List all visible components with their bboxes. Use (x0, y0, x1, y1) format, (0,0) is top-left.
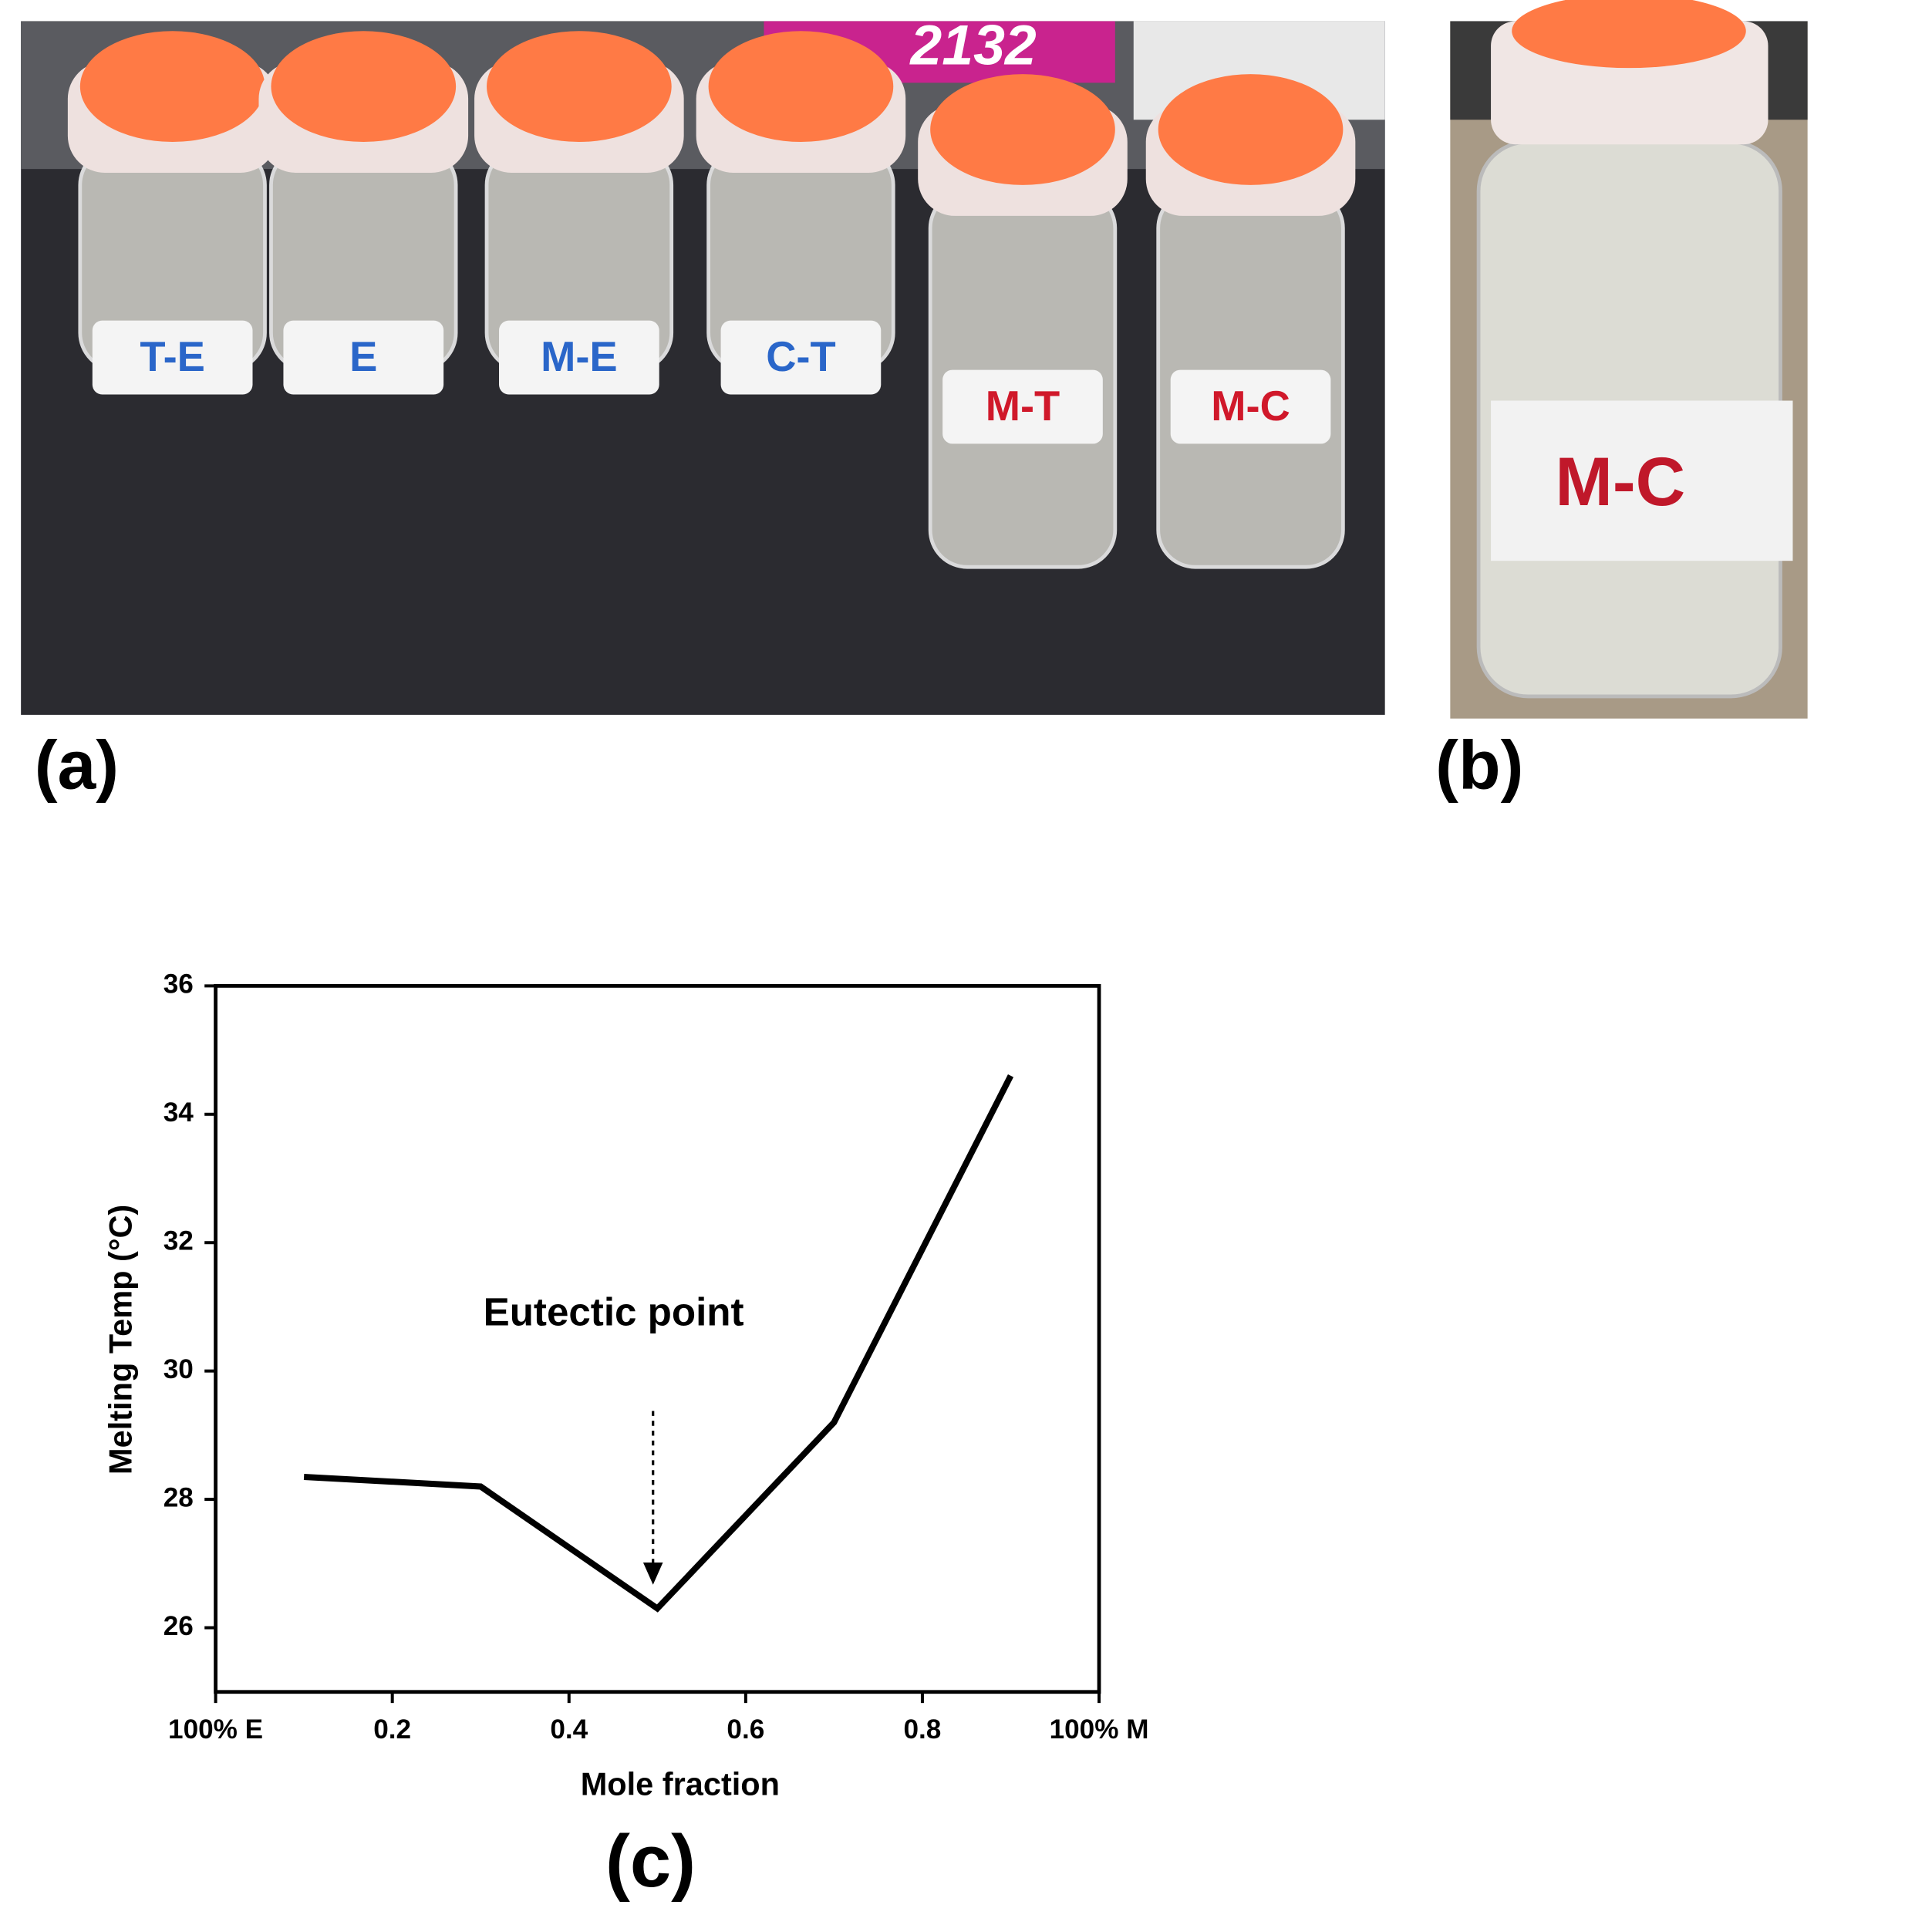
y-tick-label: 28 (164, 1482, 194, 1512)
cap-top (708, 31, 894, 143)
cap-top (930, 74, 1115, 185)
x-tick-label: 0.8 (904, 1714, 942, 1745)
vial-label (720, 320, 882, 395)
y-axis-label: Melting Temp (°C) (103, 1205, 139, 1475)
vial-label (283, 320, 444, 395)
arrow-head (642, 1563, 663, 1585)
cap-top (487, 31, 672, 143)
vial-label (1170, 369, 1331, 444)
vial-label (92, 320, 253, 395)
vial-label-text: M-E (541, 333, 618, 380)
y-tick-label: 26 (164, 1611, 194, 1641)
x-tick-label: 100% M (1050, 1714, 1149, 1745)
vial-label-text: E (349, 333, 377, 380)
panel-label: (b) (1435, 726, 1523, 803)
data-line (303, 1074, 1014, 1613)
annotation: Eutectic point (484, 1290, 744, 1333)
x-axis-label: Mole fraction (581, 1766, 780, 1802)
x-tick-label: 0.4 (550, 1714, 588, 1745)
y-tick-label: 34 (164, 1097, 194, 1128)
chart: Eutectic point Mole fraction Melting Tem… (103, 969, 1149, 1903)
cap-top (1512, 0, 1746, 69)
vial-label-text: M-T (986, 383, 1060, 430)
vial-label-text: M-C (1211, 383, 1290, 430)
vial-label-text: C-T (766, 333, 835, 380)
x-tick-label: 100% E (168, 1714, 263, 1745)
vial-label-text: M-C (1555, 443, 1685, 520)
vial-label (499, 320, 659, 395)
cap-top (1158, 74, 1344, 185)
vial-label (942, 369, 1103, 444)
y-tick-label: 32 (164, 1226, 194, 1256)
panel-label: (c) (605, 1820, 696, 1903)
y-tick-label: 36 (164, 969, 194, 1000)
vial-label-text: T-E (140, 333, 204, 380)
x-tick-label: 0.2 (373, 1714, 411, 1745)
vials: T-E E M-E C-T M-T M-C (67, 31, 1356, 569)
panel-label: (a) (35, 726, 119, 803)
plot-frame (214, 983, 1101, 1694)
x-tick-label: 0.6 (727, 1714, 764, 1745)
cap-top (271, 31, 457, 143)
sign-text: 2132 (909, 13, 1037, 77)
cap-top (79, 31, 265, 143)
vial-label (1491, 400, 1793, 561)
y-tick-label: 30 (164, 1354, 194, 1384)
